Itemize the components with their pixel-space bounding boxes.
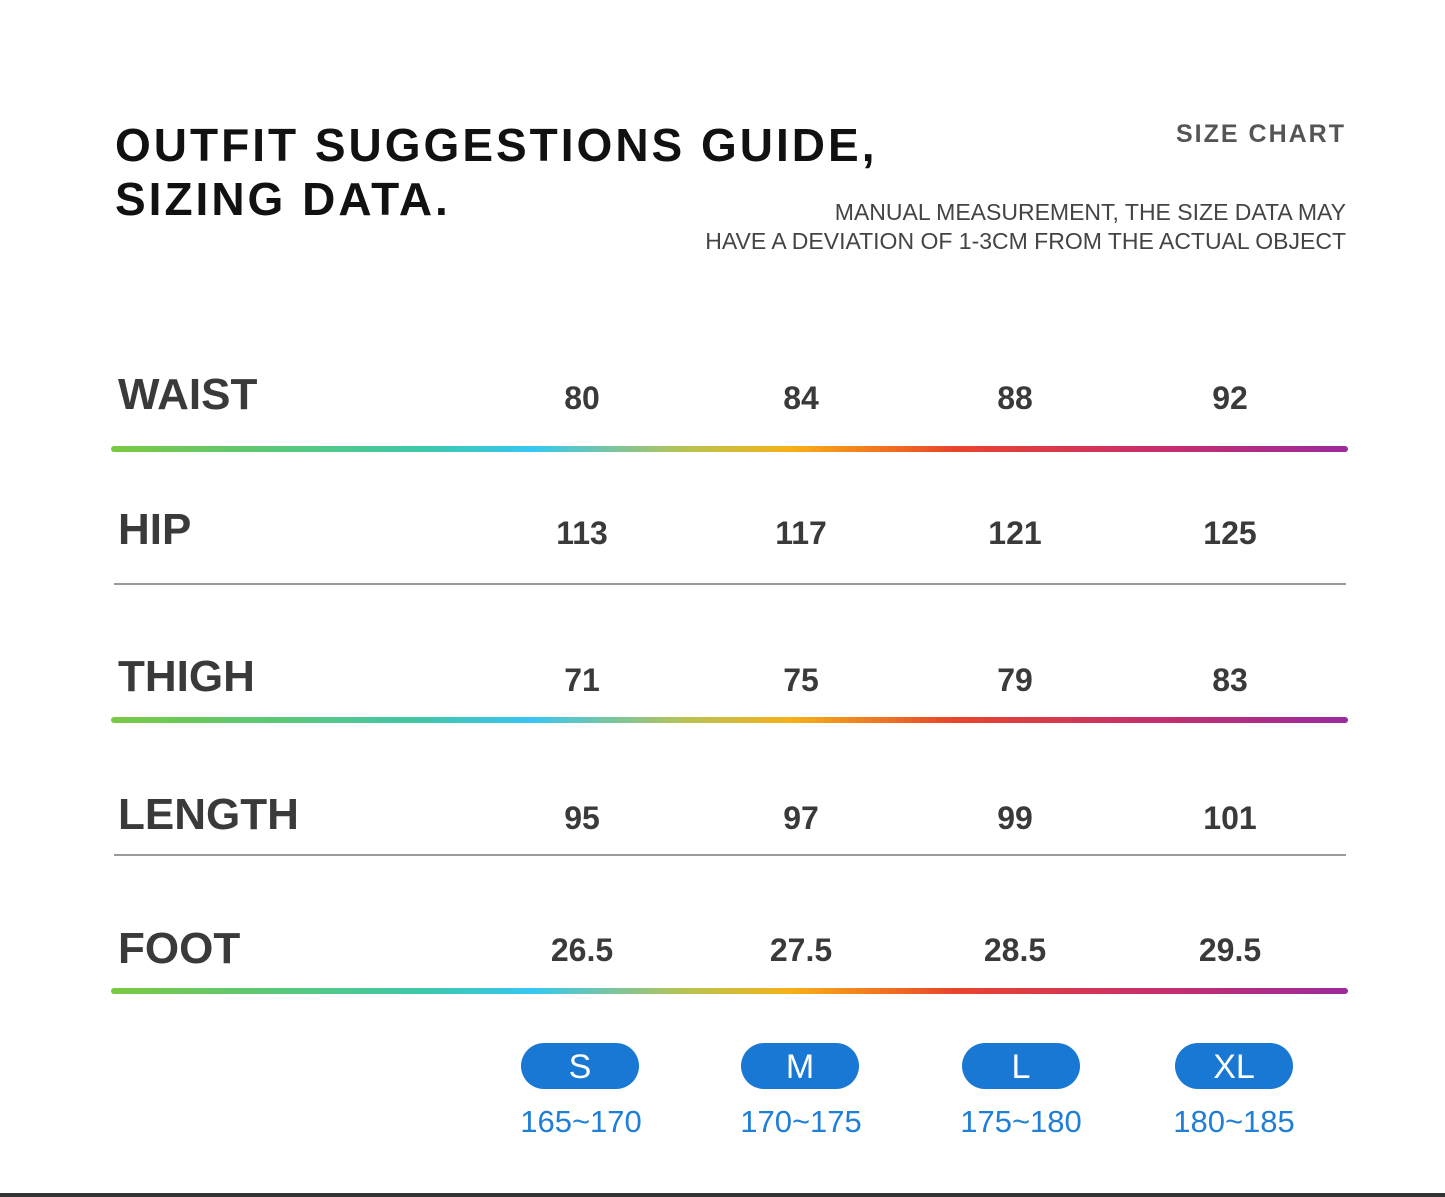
size-badge-m: M (741, 1043, 859, 1089)
value-s: 26.5 (550, 932, 614, 968)
value-m: 97 (783, 800, 819, 836)
note-line-1: MANUAL MEASUREMENT, THE SIZE DATA MAY (834, 199, 1346, 225)
value-xl: 101 (1203, 800, 1257, 836)
value-l: 121 (988, 515, 1042, 551)
divider-rainbow (111, 988, 1348, 994)
height-range-m: 170~175 (740, 1104, 862, 1139)
divider-rainbow (111, 717, 1348, 723)
value-m: 84 (783, 380, 819, 416)
page-title: OUTFIT SUGGESTIONS GUIDE, SIZING DATA. (115, 118, 877, 226)
value-s: 80 (564, 380, 600, 416)
bottom-border (0, 1193, 1445, 1197)
value-s: 113 (556, 515, 608, 551)
value-l: 88 (997, 380, 1033, 416)
size-chart-label: SIZE CHART (1176, 120, 1346, 148)
value-xl: 29.5 (1198, 932, 1262, 968)
value-l: 28.5 (983, 932, 1047, 968)
height-range-l: 175~180 (960, 1104, 1082, 1139)
height-range-s: 165~170 (520, 1104, 642, 1139)
divider-plain (114, 583, 1346, 585)
size-badge-l: L (962, 1043, 1080, 1089)
value-s: 95 (564, 800, 600, 836)
row-label: WAIST (118, 370, 258, 419)
size-badge-xl: XL (1175, 1043, 1293, 1089)
value-xl: 83 (1212, 662, 1248, 698)
value-xl: 125 (1203, 515, 1257, 551)
title-line-2: SIZING DATA. (115, 173, 451, 225)
value-m: 75 (783, 662, 819, 698)
value-l: 99 (997, 800, 1033, 836)
value-xl: 92 (1212, 380, 1248, 416)
height-range-xl: 180~185 (1173, 1104, 1295, 1139)
row-label: THIGH (118, 652, 255, 701)
note-line-2: HAVE A DEVIATION OF 1-3CM FROM THE ACTUA… (705, 228, 1346, 254)
measurement-note: MANUAL MEASUREMENT, THE SIZE DATA MAY HA… (705, 198, 1346, 256)
row-label: FOOT (118, 924, 241, 973)
row-label: HIP (118, 505, 192, 554)
divider-rainbow (111, 446, 1348, 452)
value-s: 71 (564, 662, 600, 698)
title-line-1: OUTFIT SUGGESTIONS GUIDE, (115, 119, 878, 171)
value-l: 79 (997, 662, 1033, 698)
row-label: LENGTH (118, 790, 299, 839)
value-m: 117 (775, 515, 827, 551)
size-badge-s: S (521, 1043, 639, 1089)
value-m: 27.5 (769, 932, 833, 968)
divider-plain (114, 854, 1346, 856)
